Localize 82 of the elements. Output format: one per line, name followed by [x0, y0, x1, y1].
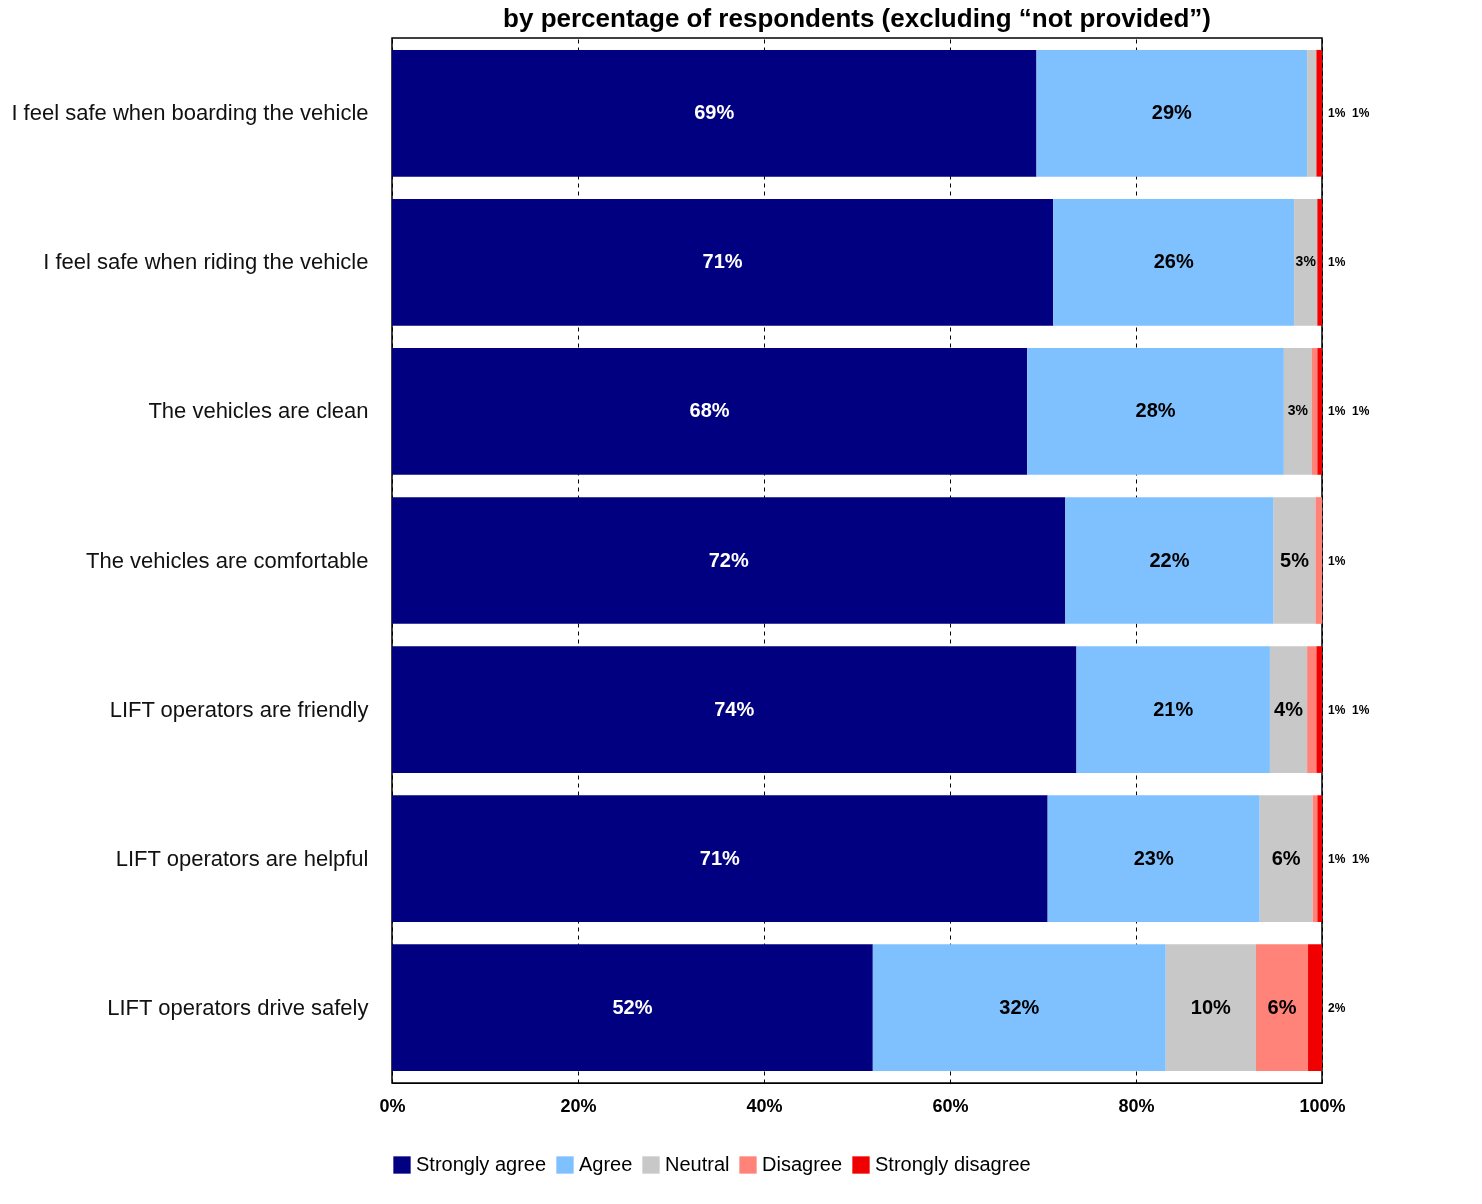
chart-title: by percentage of respondents (excluding “not provided”) — [503, 3, 1211, 33]
bar — [1316, 646, 1322, 773]
bar — [1311, 348, 1318, 475]
x-tick-label: 100% — [1299, 1095, 1346, 1116]
x-tick-label: 40% — [746, 1095, 783, 1116]
data-label: 22% — [1149, 548, 1190, 571]
bar — [392, 944, 873, 1072]
data-label: 26% — [1153, 250, 1194, 273]
data-label: 1% — [1352, 404, 1370, 419]
bar — [392, 795, 1048, 922]
bar — [1065, 497, 1274, 624]
data-label: 1% — [1352, 851, 1370, 866]
data-label: 1% — [1328, 702, 1346, 717]
data-label: 1% — [1328, 851, 1346, 866]
data-label: 28% — [1135, 399, 1176, 422]
legend-label: Strongly disagree — [875, 1153, 1031, 1175]
data-label: 2% — [1328, 1000, 1346, 1015]
bar — [1307, 646, 1317, 773]
data-label: 71% — [702, 250, 743, 273]
data-label: 6% — [1267, 995, 1297, 1018]
bar — [1294, 199, 1318, 326]
legend-label: Agree — [579, 1153, 633, 1175]
y-tick-label: The vehicles are clean — [148, 398, 369, 424]
x-tick-label: 20% — [560, 1095, 597, 1116]
bar — [392, 49, 1037, 177]
y-tick-label: LIFT operators are helpful — [115, 845, 369, 871]
bar — [1269, 646, 1308, 773]
bar — [392, 646, 1077, 773]
data-label: 68% — [689, 399, 730, 422]
bar — [1047, 795, 1260, 922]
bar — [1255, 944, 1309, 1072]
y-tick-label: LIFT operators are friendly — [109, 696, 369, 722]
bar — [392, 348, 1028, 475]
data-label: 1% — [1328, 106, 1346, 121]
bar — [1315, 497, 1322, 624]
data-label: 72% — [708, 548, 749, 571]
bar — [1317, 199, 1322, 326]
bar — [1317, 795, 1322, 922]
data-label: 3% — [1287, 402, 1309, 419]
bar — [1027, 348, 1284, 475]
data-label: 10% — [1190, 995, 1232, 1018]
data-label: 1% — [1328, 404, 1346, 419]
bar — [1273, 497, 1316, 624]
legend-label: Strongly agree — [416, 1153, 547, 1175]
data-label: 5% — [1280, 548, 1310, 571]
x-tick-label: 0% — [379, 1095, 406, 1116]
data-label: 3% — [1295, 253, 1317, 270]
data-label: 4% — [1274, 697, 1304, 720]
data-label: 71% — [699, 846, 741, 869]
data-label: 74% — [714, 697, 755, 720]
data-label: 23% — [1133, 846, 1174, 869]
bar — [392, 199, 1054, 326]
bar — [1076, 646, 1270, 773]
y-tick-label: The vehicles are comfortable — [86, 547, 369, 573]
bar — [1259, 795, 1313, 922]
bar — [1307, 49, 1317, 177]
bar — [1308, 944, 1322, 1072]
data-label: 21% — [1153, 697, 1194, 720]
bar — [1053, 199, 1295, 326]
bar — [1036, 49, 1308, 177]
y-tick-label: I feel safe when riding the vehicle — [43, 249, 369, 275]
y-tick-label: LIFT operators drive safely — [107, 994, 369, 1020]
data-label: 6% — [1271, 846, 1301, 869]
data-label: 1% — [1328, 553, 1346, 568]
data-label: 1% — [1352, 702, 1370, 717]
data-label: 69% — [694, 101, 735, 124]
legend-label: Neutral — [665, 1153, 730, 1175]
data-label: 32% — [999, 995, 1040, 1018]
bar — [1283, 348, 1312, 475]
bar — [392, 497, 1066, 624]
bar — [1317, 348, 1322, 475]
bar — [1316, 49, 1322, 177]
data-label: 52% — [612, 995, 653, 1018]
bar — [872, 944, 1166, 1072]
x-tick-label: 60% — [932, 1095, 969, 1116]
legend-label: Disagree — [762, 1153, 843, 1175]
data-label: 1% — [1352, 106, 1370, 121]
data-label: 1% — [1328, 255, 1346, 270]
x-tick-label: 80% — [1118, 1095, 1155, 1116]
bar — [1165, 944, 1256, 1072]
data-label: 29% — [1151, 101, 1193, 124]
y-tick-label: I feel safe when boarding the vehicle — [11, 100, 369, 126]
